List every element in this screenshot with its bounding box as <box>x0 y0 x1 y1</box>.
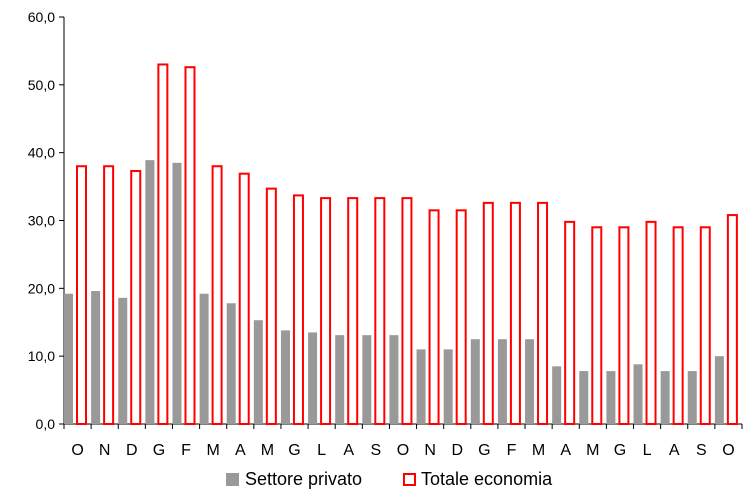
x-tick-label: N <box>99 442 111 459</box>
bar-totale-economia <box>537 201 549 425</box>
y-tick-label: 50,0 <box>28 77 55 93</box>
x-tick-label: G <box>614 442 626 459</box>
x-tick-label: A <box>235 442 246 459</box>
x-tick-label: M <box>206 442 219 459</box>
bar-totale-economia <box>618 226 630 425</box>
bar-totale-economia <box>157 63 169 425</box>
bar-settore-privato <box>91 291 101 424</box>
bar-settore-privato <box>714 356 724 424</box>
tick-labels: 0,010,020,030,040,050,060,0O N D G F M A M G L A S O… <box>28 9 735 459</box>
bar-settore-privato <box>172 162 182 424</box>
bar-settore-privato <box>389 335 399 424</box>
x-tick-label: D <box>451 442 463 459</box>
bar-settore-privato <box>118 297 128 424</box>
bar-settore-privato <box>308 332 318 424</box>
x-tick-label: G <box>153 442 165 459</box>
x-tick-label: D <box>126 442 138 459</box>
bar-settore-privato <box>64 293 73 424</box>
legend-label-settore-privato: Settore privato <box>245 469 362 489</box>
bar-totale-economia <box>347 197 359 425</box>
bar-totale-economia <box>401 197 413 425</box>
bar-settore-privato <box>362 335 372 424</box>
x-tick-label: G <box>288 442 300 459</box>
x-tick-label: G <box>478 442 490 459</box>
bar-settore-privato <box>145 160 155 424</box>
legend-swatch-settore-privato <box>226 473 239 486</box>
x-tick-label: F <box>507 442 517 459</box>
bar-totale-economia <box>238 172 250 425</box>
x-tick-label: S <box>696 442 707 459</box>
bar-settore-privato <box>443 349 453 424</box>
y-tick-label: 0,0 <box>36 416 56 432</box>
x-tick-label: M <box>532 442 545 459</box>
bar-settore-privato <box>226 303 236 424</box>
x-tick-label: M <box>586 442 599 459</box>
bar-settore-privato <box>687 371 697 424</box>
x-tick-label: O <box>397 442 409 459</box>
bar-settore-privato <box>280 330 290 424</box>
bars <box>64 63 738 426</box>
bar-settore-privato <box>660 371 670 424</box>
bar-totale-economia <box>509 201 521 425</box>
x-tick-label: L <box>317 442 326 459</box>
bar-settore-privato <box>552 366 562 424</box>
bar-totale-economia <box>374 197 386 425</box>
bar-totale-economia <box>455 209 467 425</box>
x-tick-label: O <box>722 442 734 459</box>
x-tick-label: L <box>643 442 652 459</box>
bar-settore-privato <box>416 349 426 424</box>
bar-totale-economia <box>130 169 142 425</box>
bar-totale-economia <box>482 201 494 425</box>
bar-totale-economia <box>184 66 196 426</box>
bar-totale-economia <box>591 226 603 425</box>
bar-totale-economia <box>726 214 738 425</box>
y-tick-label: 10,0 <box>28 348 55 364</box>
bar-totale-economia <box>699 226 711 425</box>
bar-settore-privato <box>335 335 345 424</box>
bar-totale-economia <box>103 165 115 425</box>
bar-totale-economia <box>428 209 440 425</box>
x-tick-label: A <box>669 442 680 459</box>
bar-totale-economia <box>564 220 576 425</box>
bar-totale-economia <box>320 197 332 425</box>
bar-settore-privato <box>633 364 643 424</box>
legend-swatch-totale-economia <box>403 473 416 486</box>
legend-label-totale-economia: Totale economia <box>421 469 553 489</box>
bar-settore-privato <box>606 371 616 424</box>
y-tick-label: 20,0 <box>28 280 55 296</box>
bar-totale-economia <box>672 226 684 425</box>
bar-settore-privato <box>253 320 263 424</box>
x-tick-label: S <box>371 442 382 459</box>
x-tick-label: A <box>343 442 354 459</box>
legend: Settore privato Totale economia <box>226 469 553 489</box>
y-tick-label: 40,0 <box>28 145 55 161</box>
x-tick-label: F <box>181 442 191 459</box>
x-tick-label: A <box>560 442 571 459</box>
bar-totale-economia <box>76 165 87 425</box>
bar-totale-economia <box>292 194 304 425</box>
bar-settore-privato <box>199 293 209 424</box>
x-tick-label: N <box>424 442 436 459</box>
bar-totale-economia <box>211 165 223 425</box>
x-tick-label: M <box>261 442 274 459</box>
bar-settore-privato <box>525 339 535 424</box>
bar-totale-economia <box>265 187 277 425</box>
x-tick-label: O <box>71 442 83 459</box>
y-tick-label: 30,0 <box>28 213 55 229</box>
bar-settore-privato <box>579 371 589 424</box>
bar-totale-economia <box>645 220 657 425</box>
bar-settore-privato <box>497 339 507 424</box>
bar-settore-privato <box>470 339 480 424</box>
y-tick-label: 60,0 <box>28 9 55 25</box>
